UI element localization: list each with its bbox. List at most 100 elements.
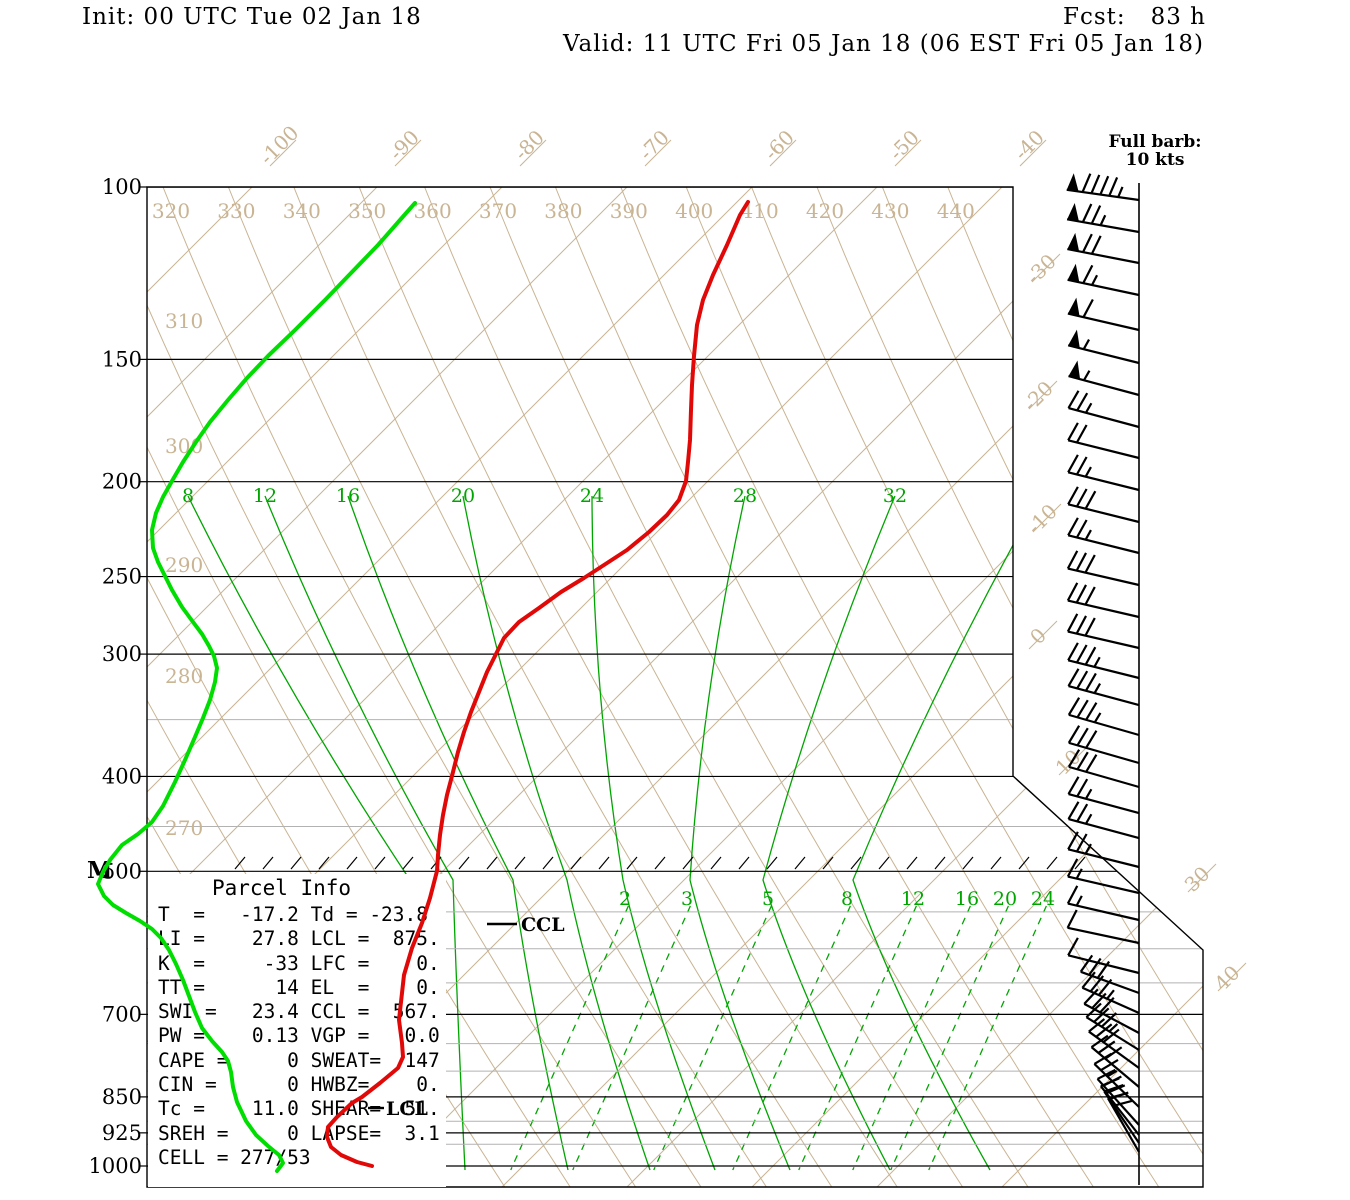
parcel-info-row: PW = 0.13 VGP = 0.0 — [158, 1024, 440, 1048]
theta-label-top-330: 330 — [217, 199, 255, 223]
theta-label-top-320: 320 — [152, 199, 190, 223]
parcel-info-title: Parcel Info — [212, 876, 352, 900]
wind-barb — [1067, 390, 1140, 429]
lcl-marker-label: LCL — [386, 1098, 428, 1120]
moist-adiabat-label-8: 8 — [182, 485, 194, 507]
pressure-label-100: 100 — [102, 175, 142, 199]
parcel-info-row: TT = 14 EL = 0. — [158, 975, 440, 999]
valid-time-label: Valid: 11 UTC Fri 05 Jan 18 (06 EST Fri … — [563, 31, 1204, 57]
wind-barb — [1067, 297, 1140, 332]
theta-label-top-350: 350 — [348, 199, 386, 223]
theta-label-left-270: 270 — [165, 816, 203, 840]
parcel-info-row: CAPE = 0 SWEAT= 147 — [158, 1048, 440, 1072]
wind-barb — [1088, 1018, 1140, 1069]
wind-barb — [1066, 203, 1140, 234]
barb-legend-line1: Full barb: — [1108, 132, 1202, 152]
ccl-marker-label: CCL — [521, 914, 565, 936]
dewpoint-trace — [96, 201, 417, 1173]
wind-barb — [1067, 232, 1140, 265]
theta-label-top-440: 440 — [937, 199, 975, 223]
wind-barb — [1067, 801, 1140, 840]
mixing-ratio-label-3: 3 — [681, 888, 693, 910]
wind-barb-column — [1066, 173, 1140, 1185]
temperature-trace — [325, 200, 750, 1168]
wind-barb — [1067, 422, 1140, 460]
moist-adiabat-label-12: 12 — [253, 485, 277, 507]
moisture-labels: 8 12 16 20 24 28 32 2 3 5 8 12 16 20 24 — [182, 485, 1055, 910]
mixing-ratio-label-16: 16 — [955, 888, 979, 910]
parcel-info-row: SWI = 23.4 CCL = 567. — [158, 1000, 440, 1024]
moist-adiabat-label-24: 24 — [580, 485, 604, 507]
theta-label-top-390: 390 — [610, 199, 648, 223]
mixing-ratio-label-20: 20 — [993, 888, 1017, 910]
wind-barb — [1067, 642, 1140, 680]
wind-barb — [1066, 858, 1140, 895]
mixing-ratio-label-12: 12 — [901, 888, 925, 910]
wind-barb — [1066, 909, 1140, 945]
wind-barb — [1067, 776, 1140, 815]
theta-label-top-380: 380 — [544, 199, 582, 223]
theta-labels: 320 330 340 350 360 370 380 390 400 410 420 430 4403… — [152, 199, 975, 840]
parcel-info-row: CELL = 277/53 — [158, 1145, 311, 1169]
wind-barb — [1067, 749, 1140, 789]
wind-barb — [1066, 613, 1140, 650]
theta-label-top-420: 420 — [806, 199, 844, 223]
theta-label-top-360: 360 — [414, 199, 452, 223]
pressure-label-1000: 1000 — [89, 1154, 142, 1178]
ccl-marker: CCL — [487, 914, 565, 936]
lcl-marker: LCL — [368, 1098, 428, 1120]
pressure-label-700: 700 — [102, 1002, 142, 1026]
theta-label-top-400: 400 — [675, 199, 713, 223]
mixing-ratio-label-2: 2 — [619, 888, 631, 910]
parcel-info-row: CIN = 0 HWBZ= 0. — [158, 1073, 440, 1097]
moist-adiabat-label-20: 20 — [451, 485, 475, 507]
wind-barb — [1067, 329, 1140, 365]
wind-barb — [1067, 486, 1140, 524]
parcel-info-row: K = -33 LFC = 0. — [158, 951, 440, 975]
parcel-info-row: Tc = 11.0 SHEAR= 51. — [158, 1097, 440, 1121]
moist-adiabat-label-28: 28 — [733, 485, 757, 507]
parcel-info-rows: T = -17.2 Td = -23.8 LI = 27.8 LCL = 875.… — [148, 903, 446, 1170]
wind-barb — [1067, 937, 1140, 975]
theta-label-top-430: 430 — [871, 199, 909, 223]
wind-barb — [1067, 831, 1140, 869]
pressure-label-300: 300 — [102, 642, 142, 666]
wind-barb — [1067, 697, 1140, 737]
mixing-ratio-label-24: 24 — [1031, 888, 1055, 910]
init-time-label: Init: 00 UTC Tue 02 Jan 18 — [82, 4, 422, 30]
mixing-ratio-label-8: 8 — [841, 888, 853, 910]
moist-adiabat-label-16: 16 — [336, 485, 360, 507]
theta-label-left-290: 290 — [165, 553, 203, 577]
plot-frame — [146, 186, 1204, 1188]
wind-barb — [1066, 885, 1140, 922]
pressure-label-200: 200 — [102, 470, 142, 494]
wind-barb — [1079, 954, 1140, 995]
forecast-hour-label: Fcst: 83 h — [1063, 4, 1206, 30]
wind-barb — [1067, 263, 1140, 297]
wind-barb — [1067, 454, 1140, 492]
theta-label-top-340: 340 — [283, 199, 321, 223]
wind-barb — [1093, 1052, 1140, 1108]
theta-label-top-370: 370 — [479, 199, 517, 223]
pressure-label-250: 250 — [102, 565, 142, 589]
pressure-label-400: 400 — [102, 764, 142, 788]
wind-barb — [1066, 173, 1140, 202]
barb-legend-line2: 10 kts — [1125, 150, 1185, 170]
wind-barb — [1066, 582, 1140, 619]
pressure-label-850: 850 — [102, 1085, 142, 1109]
pressure-label-150: 150 — [102, 347, 142, 371]
wind-barb — [1067, 725, 1140, 765]
mixing-ratio-label-5: 5 — [762, 888, 774, 910]
theta-label-left-310: 310 — [165, 309, 203, 333]
wind-barb-legend: Full barb: 10 kts — [1085, 133, 1225, 169]
parcel-info-row: T = -17.2 Td = -23.8 — [158, 903, 429, 926]
wind-barb — [1066, 550, 1140, 587]
moist-adiabat-label-32: 32 — [883, 485, 907, 507]
wind-barb — [1090, 1034, 1140, 1088]
wind-barb — [1067, 517, 1140, 555]
theta-label-left-280: 280 — [165, 664, 203, 688]
pressure-label-925: 925 — [102, 1121, 142, 1145]
